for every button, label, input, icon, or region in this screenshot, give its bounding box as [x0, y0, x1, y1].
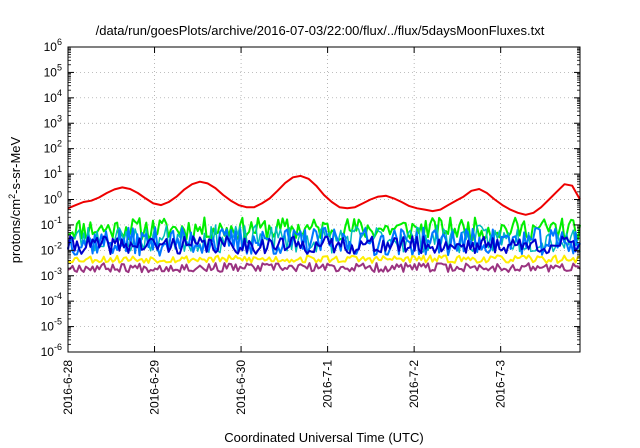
- y-tick-label: 106: [44, 37, 62, 54]
- y-tick-label: 104: [44, 88, 62, 105]
- grid: [68, 47, 580, 352]
- y-tick-label: 101: [44, 164, 62, 181]
- series-line-3: [67, 224, 581, 254]
- series-line-7: [67, 262, 581, 274]
- axes: 10-6 10-5 10-4 10-3 10-2 10-1 100 101 102 103 104 1…: [41, 37, 580, 415]
- y-tick-label: 102: [44, 139, 62, 156]
- x-tick-label: 2016-6-29: [148, 360, 162, 415]
- y-tick-label: 10-4: [41, 291, 62, 308]
- y-tick-label: 100: [44, 190, 62, 207]
- y-tick-label: 103: [44, 113, 62, 130]
- x-tick-label: 2016-7-1: [321, 360, 335, 408]
- x-tick-label: 2016-7-2: [407, 360, 421, 408]
- series-line-5: [67, 235, 581, 255]
- y-axis-label: protons/cm2-s-sr-MeV: [7, 136, 23, 263]
- y-tick-label: 10-2: [41, 240, 62, 257]
- series-group: [67, 174, 581, 274]
- x-tick-label: 2016-6-28: [61, 360, 75, 415]
- chart-title: /data/run/goesPlots/archive/2016-07-03/2…: [96, 23, 545, 38]
- y-tick-label: 10-1: [41, 215, 62, 232]
- x-axis-label: Coordinated Universal Time (UTC): [224, 430, 423, 445]
- y-tick-label: 105: [44, 62, 62, 79]
- y-tick-label: 10-5: [41, 317, 62, 334]
- x-tick-label: 2016-7-3: [494, 360, 508, 408]
- series-line-6: [67, 254, 581, 264]
- y-tick-label: 10-3: [41, 266, 62, 283]
- y-tick-label: 10-6: [41, 342, 62, 359]
- x-tick-label: 2016-6-30: [234, 360, 248, 415]
- series-line-1: [67, 174, 581, 216]
